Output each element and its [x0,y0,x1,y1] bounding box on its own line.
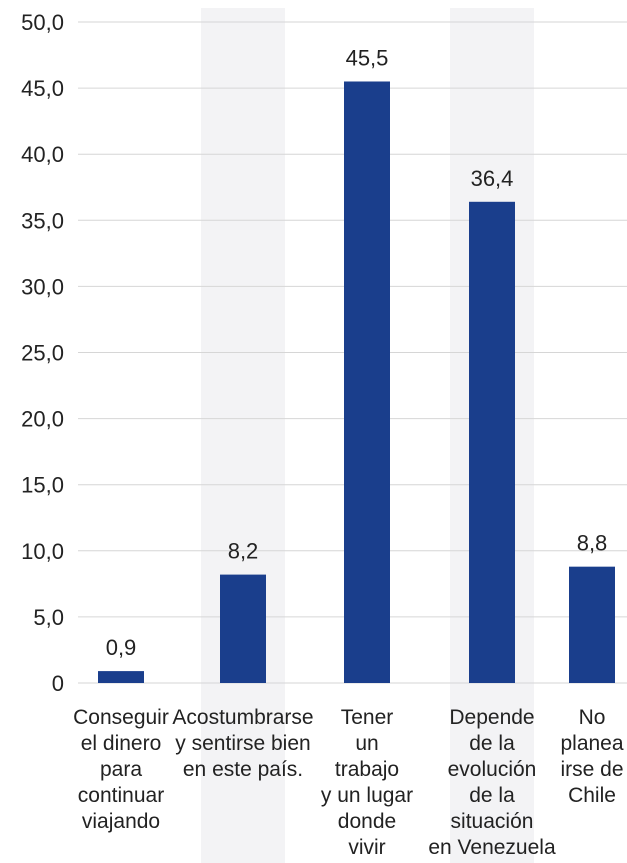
y-tick-label: 10,0 [21,539,64,564]
category-label: Acostumbrarse y sentirse bien en este país… [172,706,313,781]
category-label: No planea irse de Chile [560,706,623,807]
y-tick-label: 40,0 [21,142,64,167]
data-label: 45,5 [346,45,389,70]
category-label: Tener un trabajo y un lugar donde vivir [321,706,413,859]
bar [469,201,515,684]
bar [569,566,615,683]
category-labels: Conseguir el dinero para continuar viajandoA… [73,706,624,859]
y-tick-label: 0 [52,671,64,696]
bars [98,81,615,684]
y-tick-label: 15,0 [21,473,64,498]
category-label: Depende de la evolución de la situación en Ve… [428,706,556,859]
data-label: 0,9 [106,635,137,660]
category-label: Conseguir el dinero para continuar viajando [73,706,169,833]
y-tick-label: 30,0 [21,274,64,299]
bar [220,574,266,683]
bar [98,671,144,683]
y-tick-label: 25,0 [21,341,64,366]
y-tick-label: 50,0 [21,10,64,35]
data-labels: 0,9 8,2 45,5 36,4 8,8 [106,45,608,660]
bar [344,81,390,684]
y-tick-label: 45,0 [21,76,64,101]
y-tick-label: 20,0 [21,407,64,432]
y-tick-label: 5,0 [33,605,64,630]
background-band [201,8,285,863]
y-tick-label: 35,0 [21,208,64,233]
data-label: 8,8 [577,531,608,556]
data-label: 8,2 [228,539,259,564]
data-label: 36,4 [471,166,514,191]
y-axis-ticks: 0 5,0 10,0 15,0 20,0 25,0 30,0 35,0 40,0 45,0 50,0 [21,10,64,696]
